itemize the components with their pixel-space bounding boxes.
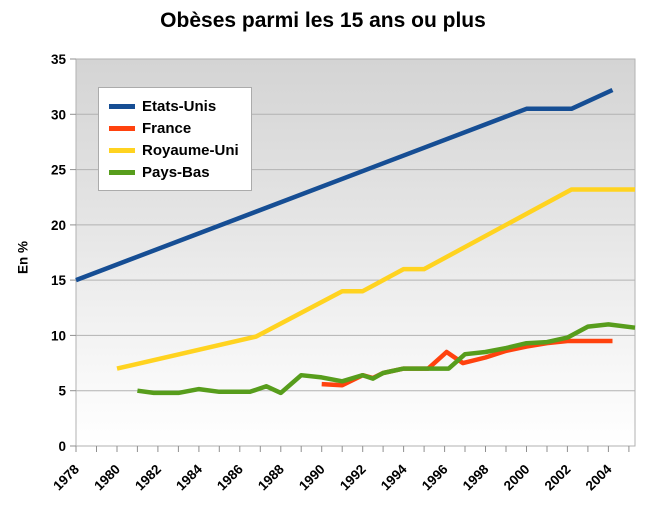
x-tick-label: 1996 bbox=[419, 461, 451, 493]
legend-label: Royaume-Uni bbox=[142, 141, 239, 159]
legend-item-etats-unis: Etats-Unis bbox=[109, 96, 239, 116]
series-line-france bbox=[321, 338, 613, 388]
chart-title: Obèses parmi les 15 ans ou plus bbox=[160, 9, 486, 32]
series-line-royaume-uni bbox=[116, 187, 635, 371]
y-tick-label: 20 bbox=[51, 218, 66, 233]
legend-swatch-france bbox=[109, 125, 135, 131]
legend-item-france: France bbox=[109, 118, 239, 138]
x-tick-label: 1994 bbox=[378, 461, 410, 493]
y-tick-label: 15 bbox=[51, 273, 67, 288]
x-tick-label: 1990 bbox=[296, 462, 328, 494]
y-tick-label: 30 bbox=[51, 107, 66, 122]
plot-border bbox=[75, 58, 636, 447]
x-tick-label: 2004 bbox=[583, 461, 615, 493]
x-tick-label: 2000 bbox=[501, 462, 533, 494]
legend-item-royaume-uni: Royaume-Uni bbox=[109, 140, 239, 160]
series-line-etats-unis bbox=[75, 87, 614, 283]
legend-label: France bbox=[142, 119, 192, 137]
x-tick-label: 1998 bbox=[460, 461, 492, 493]
x-tick-label: 1986 bbox=[214, 461, 246, 493]
x-tick-label: 2002 bbox=[542, 462, 574, 494]
legend-swatch-royaume-uni bbox=[109, 147, 135, 153]
y-tick-label: 10 bbox=[51, 328, 66, 343]
series-line-pays-bas bbox=[137, 322, 636, 396]
x-tick-label: 1980 bbox=[91, 462, 123, 494]
x-tick-label: 1992 bbox=[337, 462, 369, 494]
legend-swatch-pays-bas bbox=[109, 169, 135, 175]
x-tick-label: 1984 bbox=[173, 461, 205, 493]
y-tick-label: 35 bbox=[51, 52, 67, 67]
legend: Etats-Unis France Royaume-Uni Pays-Bas bbox=[98, 87, 252, 191]
legend-swatch-etats-unis bbox=[109, 103, 135, 109]
x-tick-label: 1978 bbox=[50, 461, 82, 493]
y-tick-label: 5 bbox=[58, 384, 66, 399]
x-tick-label: 1988 bbox=[255, 461, 287, 493]
legend-label: Etats-Unis bbox=[142, 97, 217, 115]
y-tick-label: 0 bbox=[58, 439, 66, 454]
legend-label: Pays-Bas bbox=[142, 163, 210, 181]
y-tick-label: 25 bbox=[51, 163, 67, 178]
legend-item-pays-bas: Pays-Bas bbox=[109, 162, 239, 182]
x-tick-label: 1982 bbox=[132, 462, 164, 494]
